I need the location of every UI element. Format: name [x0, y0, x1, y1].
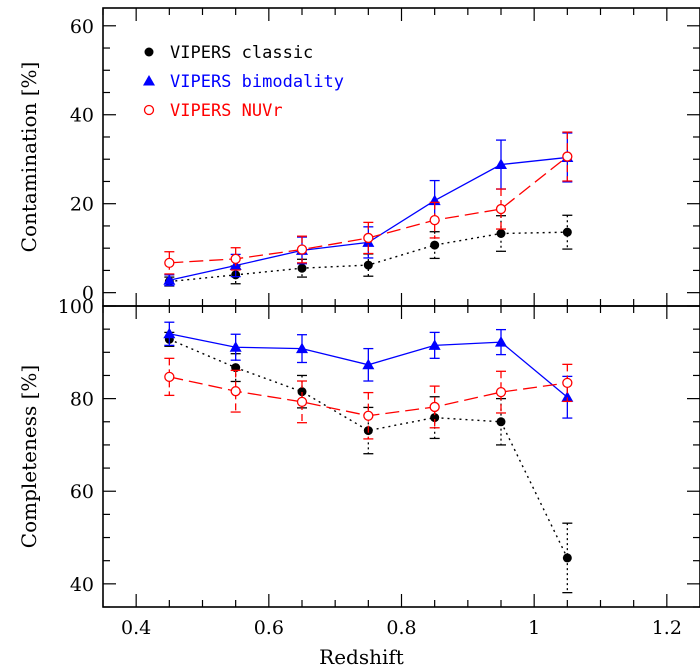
legend-marker: [143, 104, 155, 116]
legend-label: VIPERS classic: [170, 43, 313, 63]
y-tick-label: 100: [58, 296, 94, 318]
data-point: [296, 342, 308, 354]
series-vipers-nuvr: [164, 357, 573, 440]
y-tick-label: 40: [70, 105, 94, 127]
data-point: [296, 244, 308, 255]
data-point: [164, 257, 175, 269]
data-point: [562, 377, 573, 389]
series-vipers-nuvr: [164, 131, 573, 275]
legend: VIPERS classic VIPERS bimodality VIPERS NU…: [143, 43, 344, 121]
data-point: [362, 358, 375, 370]
data-point: [495, 203, 507, 215]
data-point: [296, 396, 308, 408]
data-point: [230, 253, 241, 265]
data-point: [562, 151, 573, 162]
data-point: [163, 327, 176, 339]
data-point: [496, 417, 506, 427]
data-point: [429, 215, 440, 226]
x-tick-label: 0.8: [386, 617, 416, 639]
x-tick-label: 1.2: [652, 617, 682, 639]
data-point: [495, 158, 507, 170]
data-point: [363, 232, 374, 244]
legend-label: VIPERS bimodality: [170, 72, 344, 92]
x-tick-label: 1: [528, 617, 540, 639]
y-tick-label: 80: [70, 389, 94, 411]
legend-marker: [143, 75, 155, 86]
data-point: [230, 386, 241, 397]
data-point: [430, 413, 440, 423]
data-point: [164, 371, 175, 383]
data-point: [163, 274, 176, 285]
plot-frame-bottom: [102, 305, 700, 608]
data-point: [363, 410, 374, 421]
legend-marker: [144, 47, 154, 57]
data-point: [561, 391, 574, 402]
x-axis-label: Redshift: [319, 645, 404, 668]
data-point: [429, 401, 440, 413]
y-axis-label-bottom: Completeness [%]: [17, 365, 41, 548]
legend-label: VIPERS NUVr: [170, 101, 283, 121]
series-vipers-bimodality: [163, 321, 574, 419]
data-point: [229, 341, 242, 352]
data-point: [430, 240, 440, 250]
y-tick-label: 0: [82, 283, 94, 305]
data-point: [562, 553, 572, 563]
data-point: [297, 263, 307, 273]
data-point: [495, 336, 507, 347]
x-tick-label: 0.6: [254, 617, 284, 639]
data-point: [496, 229, 506, 239]
y-tick-label: 60: [70, 481, 94, 503]
panel-bottom: 0.4 0.6 0.8 1 1.2 40 60 80 100 Completeness [%] Re…: [17, 296, 700, 668]
data-point: [297, 387, 307, 397]
data-point: [495, 386, 507, 398]
data-point: [363, 260, 373, 270]
data-point: [562, 227, 572, 237]
y-tick-label: 20: [70, 194, 94, 216]
x-tick-label: 0.4: [121, 617, 151, 639]
y-tick-label: 60: [70, 16, 94, 38]
y-tick-label: 40: [70, 574, 94, 596]
y-axis-label-top: Contamination [%]: [17, 62, 41, 253]
data-point: [428, 339, 441, 350]
